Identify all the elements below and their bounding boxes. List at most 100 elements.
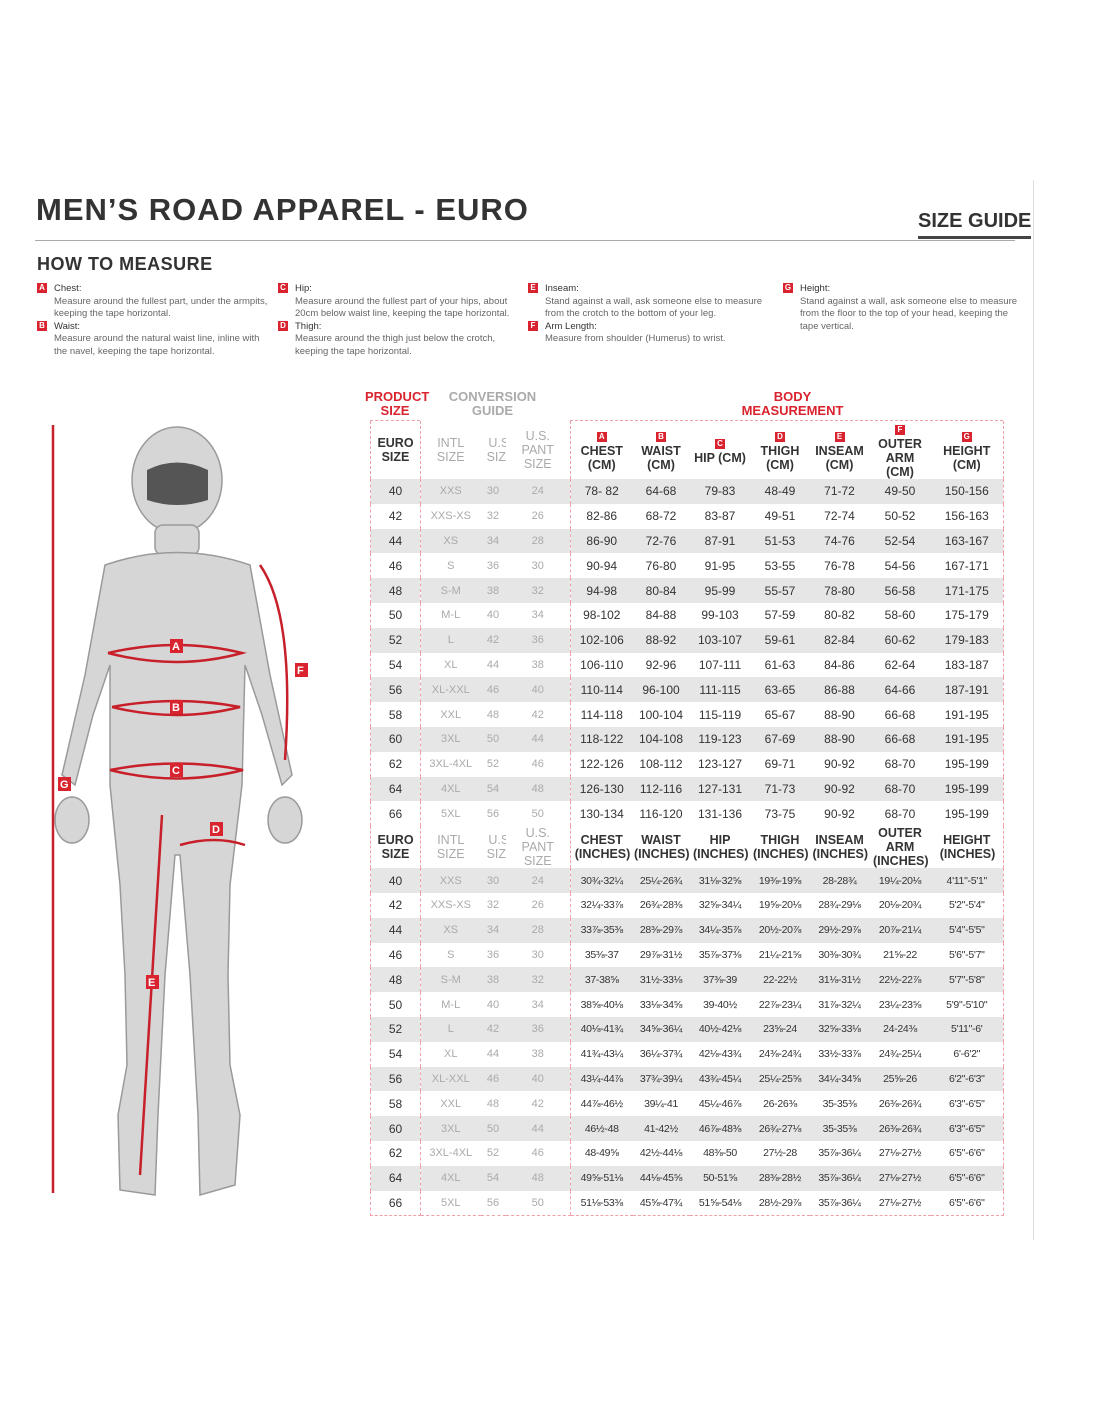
table-cell: 42 — [531, 1097, 544, 1110]
table-cell: 66-68 — [869, 726, 931, 752]
table-cell: 54 — [480, 776, 506, 802]
table-cell: 44 — [505, 1116, 571, 1141]
table-row: 44 XS 34 28 86-90 72-76 87-91 51-53 74-76 52-54 16… — [370, 528, 1004, 554]
table-cell: 20⅛-20¾ — [878, 899, 922, 912]
table-cell: 51-53 — [750, 528, 810, 554]
table-cell: 33½-33⅞ — [818, 1048, 861, 1061]
table-cell: 44⅞-46½ — [570, 1091, 633, 1117]
table-cell: 28⅜-29⅞ — [632, 917, 690, 943]
marker-e: E — [146, 975, 159, 989]
column-header: A CHEST (CM) — [570, 421, 633, 479]
table-row: 42 XXS-XS 32 26 32¼-33⅞ 26¾-28⅜ 32⅝-34¼ 19⅝-20⅛… — [370, 892, 1004, 918]
table-cell: 76-78 — [824, 558, 855, 573]
table-cell: 30 — [480, 868, 506, 893]
instruction-text: Measure around the fullest part, under t… — [54, 295, 268, 320]
table-cell: 99-103 — [701, 608, 739, 623]
marker-c-badge: C — [278, 283, 288, 294]
table-cell: 46½-48 — [570, 1116, 633, 1141]
table-cell: 32 — [486, 899, 500, 912]
marker-f-badge: F — [895, 425, 905, 435]
table-cell: 28 — [505, 528, 571, 554]
table-cell: 26 — [531, 510, 544, 523]
column-header: U.S. SIZE — [481, 826, 506, 868]
table-cell: 44⅛-45⅝ — [632, 1165, 690, 1191]
column-header: U.S. PANT SIZE — [506, 421, 571, 479]
marker-d-badge: D — [278, 320, 288, 331]
table-cell: 56 — [480, 1190, 506, 1217]
table-row: 66 5XL 56 50 130-134 116-120 131-136 73-75 90-92… — [370, 801, 1004, 827]
table-cell: L — [420, 627, 481, 653]
table-cell: 31⅞-32¼ — [818, 998, 861, 1011]
table-cell: 62 — [370, 1140, 421, 1166]
table-cell: 6'3"-6'5" — [930, 1116, 1004, 1141]
table-cell: XS — [420, 917, 481, 943]
table-cell: 20½-20⅞ — [750, 917, 810, 943]
table-cell: 45¼-46⅞ — [698, 1097, 742, 1110]
table-cell: 56 — [486, 807, 500, 820]
table-cell: 51⅛-53⅜ — [570, 1190, 633, 1217]
table-cell: 96-100 — [632, 677, 690, 703]
table-cell: 163-167 — [930, 528, 1004, 554]
table-cell: S — [447, 559, 455, 572]
table-cell: 35⅜-37 — [570, 942, 633, 968]
table-cell: 29½-29⅞ — [809, 917, 870, 943]
table-row: 50 M-L 40 34 98-102 84-88 99-103 57-59 80-82 58-6… — [370, 602, 1004, 628]
table-cell: 88-92 — [632, 627, 690, 653]
table-cell: 3XL-4XL — [429, 758, 473, 771]
table-cell: 44 — [505, 726, 571, 752]
table-cell: 88-90 — [824, 707, 855, 722]
instruction-column-2: C Hip: Measure around the fullest part of … — [278, 283, 523, 358]
table-cell: 108-112 — [639, 757, 683, 772]
column-header-label: CHEST (CM) — [580, 444, 623, 472]
column-header-label: HIP (INCHES) — [693, 833, 749, 862]
table-cell: 50-51⅝ — [689, 1165, 751, 1191]
svg-text:E: E — [148, 977, 155, 989]
table-cell: 68-72 — [645, 509, 677, 524]
column-header: OUTER ARM (INCHES) — [870, 826, 931, 868]
column-header: INTL SIZE — [421, 421, 481, 479]
table-cell: 24 — [505, 479, 571, 504]
instruction-column-1: A Chest: Measure around the fullest part, … — [37, 283, 272, 358]
table-cell: 86-88 — [809, 677, 870, 703]
column-header: G HEIGHT (CM) — [930, 421, 1004, 479]
marker-f-badge: F — [528, 320, 538, 331]
table-cell: 32 — [486, 510, 500, 523]
table-cell: 50-52 — [884, 509, 916, 524]
table-cell: 42 — [531, 708, 544, 721]
table-cell: 106-110 — [570, 652, 633, 678]
table-cell: XXS — [420, 479, 481, 504]
table-cell: 82-84 — [809, 627, 870, 653]
table-row: 62 3XL-4XL 52 46 48-49⅝ 42½-44⅛ 48⅜-50 27½-28 35… — [370, 1140, 1004, 1166]
table-cell: 6'5"-6'6" — [930, 1140, 1004, 1166]
table-cell: 64-68 — [632, 479, 690, 504]
table-cell: 59-61 — [750, 627, 810, 653]
instruction-text: Measure around the natural waist line, i… — [54, 333, 260, 357]
table-cell: 64 — [370, 1165, 421, 1191]
table-cell: 34¼-34⅝ — [809, 1066, 870, 1092]
table-cell: S-M — [420, 578, 481, 603]
instruction-inseam: E Inseam: Stand against a wall, ask someon… — [528, 283, 763, 321]
table-cell: 50 — [370, 992, 421, 1017]
table-cell: 23⅝-24 — [750, 1016, 810, 1042]
table-cell: 6'3"-6'5" — [930, 1091, 1004, 1117]
euro-column-border — [370, 420, 420, 421]
table-cell: 91-95 — [704, 558, 736, 573]
table-cell: 5'4"-5'5" — [930, 917, 1004, 943]
marker-a-badge: A — [596, 432, 607, 442]
table-cell: XS — [420, 528, 481, 554]
column-header: B WAIST (CM) — [633, 421, 690, 479]
helmet-visor — [147, 462, 208, 505]
table-cell: 115-119 — [698, 707, 742, 722]
table-cell: 54 — [480, 1165, 506, 1191]
table-cell: 52 — [486, 1147, 500, 1160]
table-cell: 71-72 — [809, 479, 870, 504]
table-cell: 37¾-39¼ — [632, 1066, 690, 1092]
table-row: 44 XS 34 28 33⅞-35⅜ 28⅜-29⅞ 34¼-35⅞ 20½-20⅞ 29½-… — [370, 917, 1004, 943]
table-cell: 39-40½ — [703, 998, 737, 1011]
table-cell: 46 — [370, 942, 421, 968]
instruction-label: Waist: — [54, 320, 81, 332]
table-cell: 195-199 — [930, 776, 1004, 802]
table-cell: 34⅝-36¼ — [632, 1016, 690, 1042]
column-header: THIGH (INCHES) — [751, 826, 810, 868]
marker-b-badge: B — [656, 432, 666, 442]
